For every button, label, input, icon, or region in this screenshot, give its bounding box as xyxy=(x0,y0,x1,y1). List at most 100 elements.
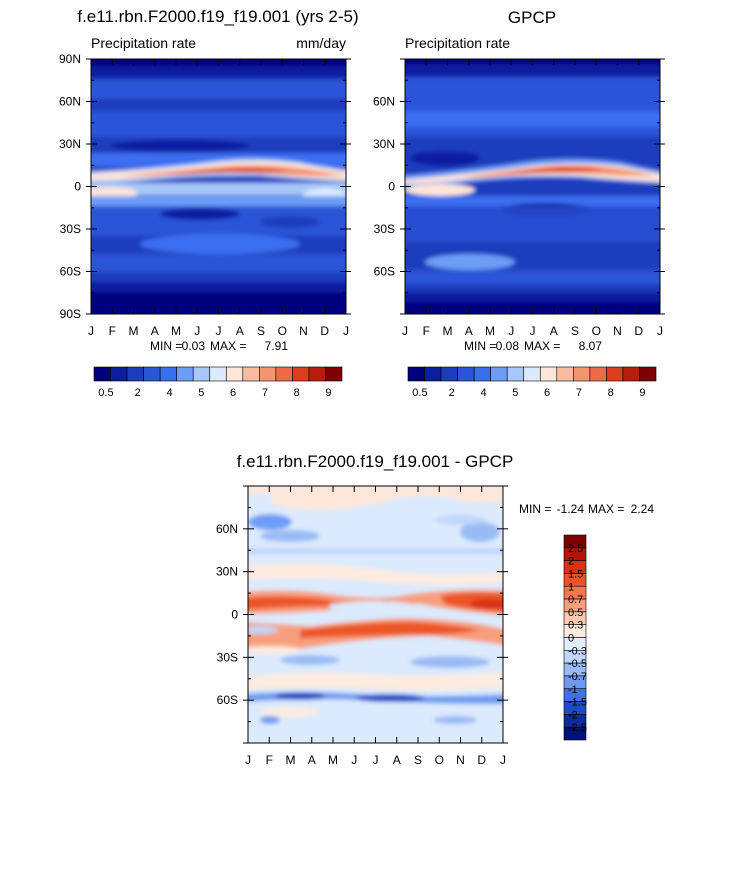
colorbar-swatch xyxy=(126,366,144,382)
x-tick-label: J xyxy=(530,324,536,338)
colorbar-label: 8 xyxy=(608,387,614,399)
colorbar-swatch xyxy=(292,366,310,382)
y-tick-label: 90S xyxy=(60,307,81,321)
colorbar-swatch xyxy=(589,366,607,382)
x-tick-label: S xyxy=(414,753,422,767)
colorbar-label: 5 xyxy=(198,387,204,399)
y-tick-label: 0 xyxy=(388,180,395,194)
colorbar-swatch xyxy=(259,366,277,382)
colorbar-label: 0.5 xyxy=(412,387,427,399)
colorbar-swatch xyxy=(539,366,558,382)
x-tick-label: J xyxy=(216,324,222,338)
x-tick-label: J xyxy=(508,324,514,338)
colorbar-label: 0.3 xyxy=(568,620,583,632)
panel-model-subtitle-right: mm/day xyxy=(296,35,346,51)
panel-gpcp-title: GPCP xyxy=(508,8,556,27)
x-tick-label: A xyxy=(308,753,316,767)
panel-model-title: f.e11.rbn.F2000.f19_f19.001 (yrs 2-5) xyxy=(77,7,358,26)
colorbar-label: -1.5 xyxy=(568,697,587,709)
colorbar-label: 6 xyxy=(544,387,550,399)
panel-model-max-label: MAX = xyxy=(210,339,246,353)
x-tick-label: A xyxy=(393,753,401,767)
x-tick-label: N xyxy=(456,753,465,767)
panel-gpcp-max-label: MAX = xyxy=(524,339,560,353)
colorbar-label: 0.5 xyxy=(98,387,113,399)
x-tick-label: N xyxy=(299,324,308,338)
colorbar-swatch xyxy=(159,366,177,382)
panel-model-min-label: MIN = xyxy=(150,339,182,353)
panel-gpcp-field xyxy=(405,59,660,314)
panel-model-subtitle-left: Precipitation rate xyxy=(91,35,196,51)
colorbar-label: -2 xyxy=(568,709,578,721)
x-tick-label: J xyxy=(500,753,506,767)
colorbar-label: -2.5 xyxy=(568,722,587,734)
colorbar-label: 0 xyxy=(568,633,574,645)
x-tick-label: O xyxy=(592,324,601,338)
colorbar-swatch xyxy=(506,366,525,382)
panel-gpcp-min-label: MIN = xyxy=(464,339,496,353)
colorbar-label: 6 xyxy=(230,387,236,399)
y-tick-label: 30N xyxy=(373,137,395,151)
panel-difference: f.e11.rbn.F2000.f19_f19.001 - GPCP xyxy=(216,452,654,767)
x-tick-label: J xyxy=(402,324,408,338)
x-tick-label: O xyxy=(278,324,287,338)
colorbar-swatch xyxy=(325,366,343,382)
panel-model: f.e11.rbn.F2000.f19_f19.001 (yrs 2-5) Pr… xyxy=(59,7,359,399)
panel-difference-field xyxy=(248,486,503,743)
colorbar-swatch xyxy=(110,366,128,382)
colorbar-label: 5 xyxy=(512,387,518,399)
colorbar-swatch xyxy=(573,366,591,382)
y-tick-label: 0 xyxy=(231,608,238,622)
colorbar-label: 0.7 xyxy=(568,594,583,606)
x-tick-label: D xyxy=(320,324,329,338)
x-tick-label: A xyxy=(550,324,558,338)
colorbar-swatch xyxy=(143,366,161,382)
x-tick-label: A xyxy=(151,324,159,338)
x-tick-label: J xyxy=(88,324,94,338)
x-tick-label: J xyxy=(351,753,357,767)
y-tick-label: 30N xyxy=(59,137,81,151)
x-tick-label: N xyxy=(613,324,622,338)
y-tick-label: 60S xyxy=(217,693,238,707)
y-tick-label: 60S xyxy=(374,265,395,279)
y-tick-label: 30S xyxy=(60,222,81,236)
panel-gpcp: GPCP Precipitation rate xyxy=(373,8,665,399)
x-tick-label: D xyxy=(634,324,643,338)
x-tick-label: M xyxy=(443,324,453,338)
x-tick-label: J xyxy=(657,324,663,338)
x-tick-label: S xyxy=(257,324,265,338)
colorbar-swatch xyxy=(473,366,491,382)
colorbar-swatch xyxy=(275,366,293,382)
colorbar-swatch xyxy=(490,366,508,382)
colorbar-label: -1 xyxy=(568,684,578,696)
colorbar-label: 1 xyxy=(568,581,574,593)
panel-difference-min-label: MIN = xyxy=(519,502,551,516)
colorbar-swatch xyxy=(407,366,425,382)
panel-model-max-value: 7.91 xyxy=(265,339,289,353)
y-tick-label: 90N xyxy=(59,52,81,66)
colorbar-swatch xyxy=(556,366,574,382)
x-tick-label: O xyxy=(435,753,444,767)
colorbar-label: 4 xyxy=(480,387,486,399)
colorbar-swatch xyxy=(622,366,640,382)
colorbar-label: 0.5 xyxy=(568,607,583,619)
y-tick-label: 60N xyxy=(216,522,238,536)
colorbar-label: 7 xyxy=(576,387,582,399)
colorbar-label: 2.5 xyxy=(568,543,583,555)
y-tick-label: 60N xyxy=(59,95,81,109)
colorbar-swatch xyxy=(308,366,326,382)
x-tick-label: D xyxy=(477,753,486,767)
colorbar-swatch xyxy=(440,366,458,382)
y-tick-label: 30N xyxy=(216,565,238,579)
colorbar-label: 2 xyxy=(568,556,574,568)
x-tick-label: J xyxy=(194,324,200,338)
x-tick-label: S xyxy=(571,324,579,338)
panel-difference-max-value: 2.24 xyxy=(631,502,655,516)
colorbar-swatch xyxy=(639,366,657,382)
colorbar-swatch xyxy=(457,366,475,382)
colorbar-swatch xyxy=(225,366,244,382)
colorbar-label: 1.5 xyxy=(568,568,583,580)
